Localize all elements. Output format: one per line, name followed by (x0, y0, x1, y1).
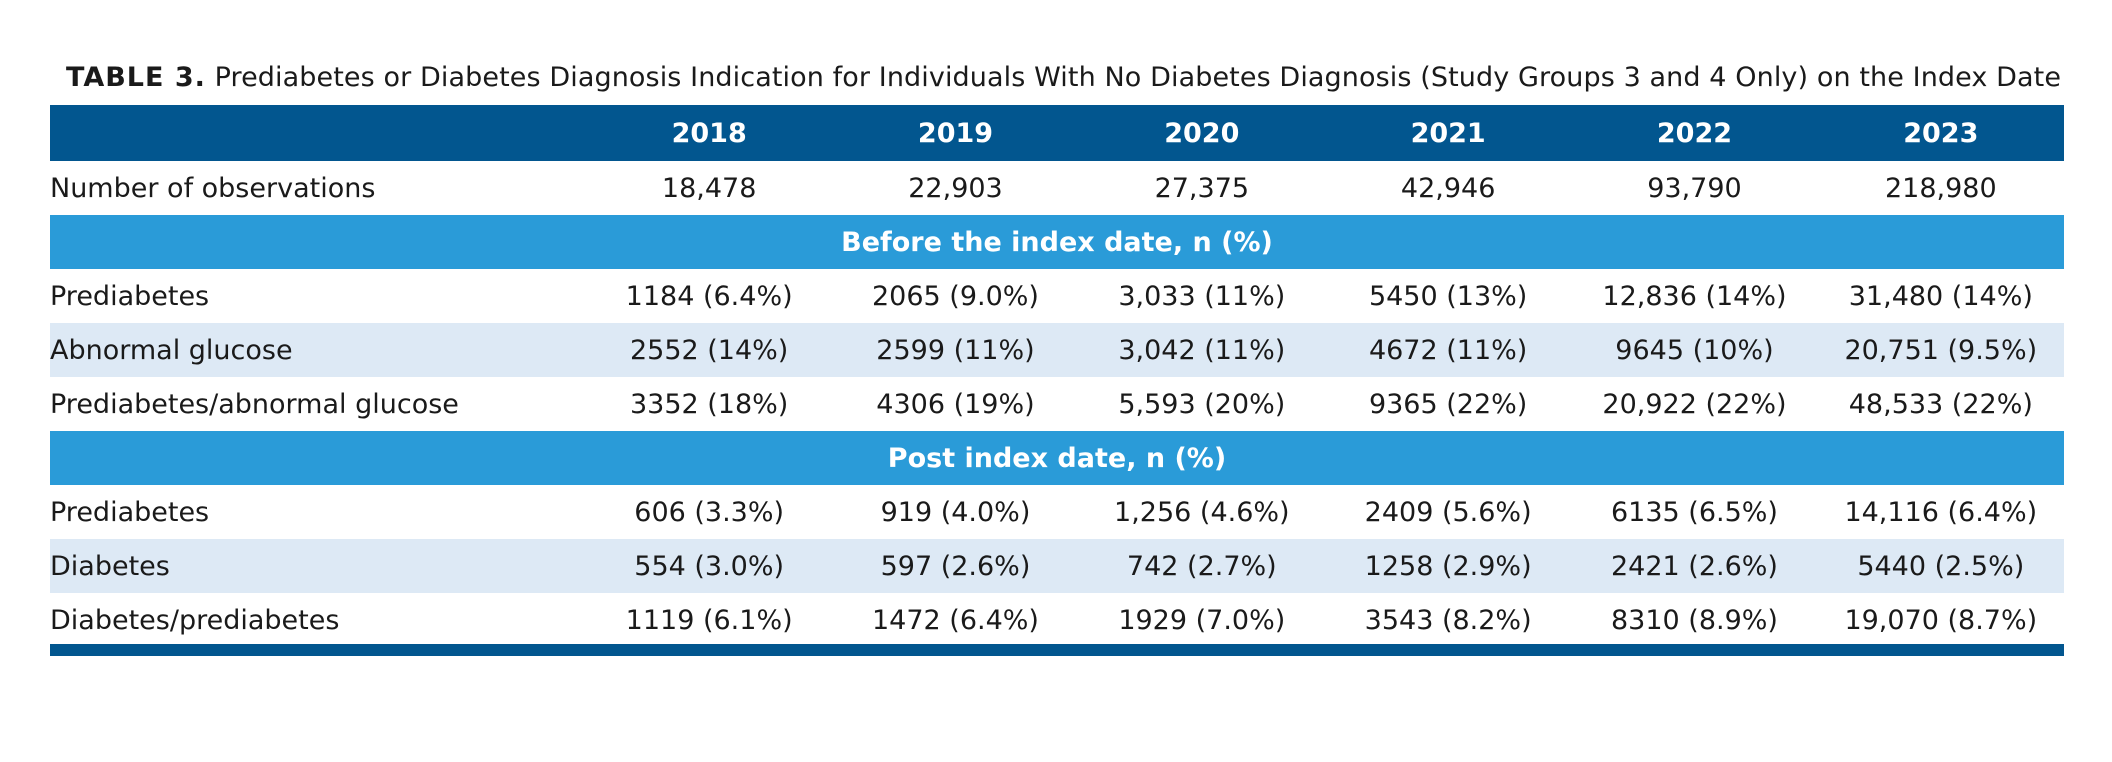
table-cell: 3352 (18%) (629, 388, 789, 420)
table-cell: 4306 (19%) (876, 388, 1035, 420)
table-row: Diabetes/prediabetes 1119 (6.1%) 1472 (6… (50, 593, 2064, 647)
table-row: Prediabetes/abnormal glucose 3352 (18%) … (50, 377, 2064, 431)
row-label: Prediabetes (50, 280, 210, 312)
table-caption: TABLE 3. Prediabetes or Diabetes Diagnos… (66, 60, 2061, 96)
year-header-row: 2018 2019 2020 2021 2022 2023 (50, 105, 2064, 161)
year-header: 2023 (1817, 105, 2064, 161)
table-cell: 12,836 (14%) (1602, 280, 1787, 312)
table-cell: 5,593 (20%) (1118, 388, 1286, 420)
table-cell: 1,256 (4.6%) (1114, 496, 1290, 528)
section-title: Before the index date, n (%) (50, 215, 2064, 269)
table-cell: 606 (3.3%) (634, 496, 785, 528)
observations-row: Number of observations 18,478 22,903 27,… (50, 161, 2064, 215)
table-cell: 48,533 (22%) (1848, 388, 2033, 420)
row-label: Prediabetes/abnormal glucose (50, 388, 459, 420)
table-cell: 31,480 (14%) (1848, 280, 2033, 312)
table-cell: 5450 (13%) (1368, 280, 1528, 312)
table-cell: 8310 (8.9%) (1610, 604, 1778, 636)
table-cell: 27,375 (1154, 172, 1250, 204)
table-cell: 3543 (8.2%) (1364, 604, 1532, 636)
table-cell: 1184 (6.4%) (625, 280, 793, 312)
table-cell: 2552 (14%) (586, 323, 833, 377)
section-header-post-index: Post index date, n (%) (50, 431, 2064, 485)
table-cell: 597 (2.6%) (832, 539, 1079, 593)
table-cell: 3,042 (11%) (1078, 323, 1325, 377)
year-header: 2020 (1078, 105, 1325, 161)
row-label: Number of observations (50, 172, 376, 204)
table-number-label: TABLE 3. (66, 62, 206, 93)
table-cell: 1472 (6.4%) (872, 604, 1039, 636)
year-header: 2018 (586, 105, 833, 161)
year-header: 2022 (1571, 105, 1818, 161)
section-header-before-index: Before the index date, n (%) (50, 215, 2064, 269)
table-cell: 4672 (11%) (1324, 323, 1572, 377)
table-cell: 9645 (10%) (1571, 323, 1818, 377)
table-title: Prediabetes or Diabetes Diagnosis Indica… (214, 62, 2062, 93)
table-row: Diabetes 554 (3.0%) 597 (2.6%) 742 (2.7%… (50, 539, 2064, 593)
table-cell: 2421 (2.6%) (1571, 539, 1818, 593)
row-label: Abnormal glucose (50, 323, 586, 377)
table-row: Abnormal glucose 2552 (14%) 2599 (11%) 3… (50, 323, 2064, 377)
row-label: Diabetes (50, 539, 586, 593)
table-cell: 42,946 (1400, 172, 1496, 204)
table-cell: 18,478 (661, 172, 757, 204)
table-cell: 20,922 (22%) (1602, 388, 1787, 420)
year-header: 2019 (832, 105, 1079, 161)
section-title: Post index date, n (%) (50, 431, 2064, 485)
table-cell: 218,980 (1884, 172, 1997, 204)
data-table: 2018 2019 2020 2021 2022 2023 Number of … (50, 105, 2064, 647)
table-cell: 1119 (6.1%) (625, 604, 793, 636)
table-cell: 6135 (6.5%) (1610, 496, 1778, 528)
row-label: Diabetes/prediabetes (50, 604, 340, 636)
table-cell: 2065 (9.0%) (872, 280, 1039, 312)
table-cell: 93,790 (1647, 172, 1742, 204)
table-cell: 9365 (22%) (1368, 388, 1528, 420)
table-cell: 2409 (5.6%) (1364, 496, 1532, 528)
table-cell: 919 (4.0%) (880, 496, 1031, 528)
table-cell: 2599 (11%) (832, 323, 1079, 377)
table-cell: 5440 (2.5%) (1817, 539, 2064, 593)
table-bottom-rule (50, 644, 2064, 656)
table-cell: 3,033 (11%) (1118, 280, 1286, 312)
table-cell: 19,070 (8.7%) (1844, 604, 2038, 636)
row-label: Prediabetes (50, 496, 210, 528)
table-cell: 1258 (2.9%) (1324, 539, 1572, 593)
table-cell: 22,903 (908, 172, 1003, 204)
table-row: Prediabetes 606 (3.3%) 919 (4.0%) 1,256 … (50, 485, 2064, 539)
header-corner-cell (50, 105, 586, 161)
table-cell: 14,116 (6.4%) (1844, 496, 2038, 528)
table-cell: 742 (2.7%) (1078, 539, 1325, 593)
table-cell: 554 (3.0%) (586, 539, 833, 593)
year-header: 2021 (1324, 105, 1572, 161)
table-row: Prediabetes 1184 (6.4%) 2065 (9.0%) 3,03… (50, 269, 2064, 323)
table-cell: 20,751 (9.5%) (1817, 323, 2064, 377)
table-cell: 1929 (7.0%) (1118, 604, 1286, 636)
